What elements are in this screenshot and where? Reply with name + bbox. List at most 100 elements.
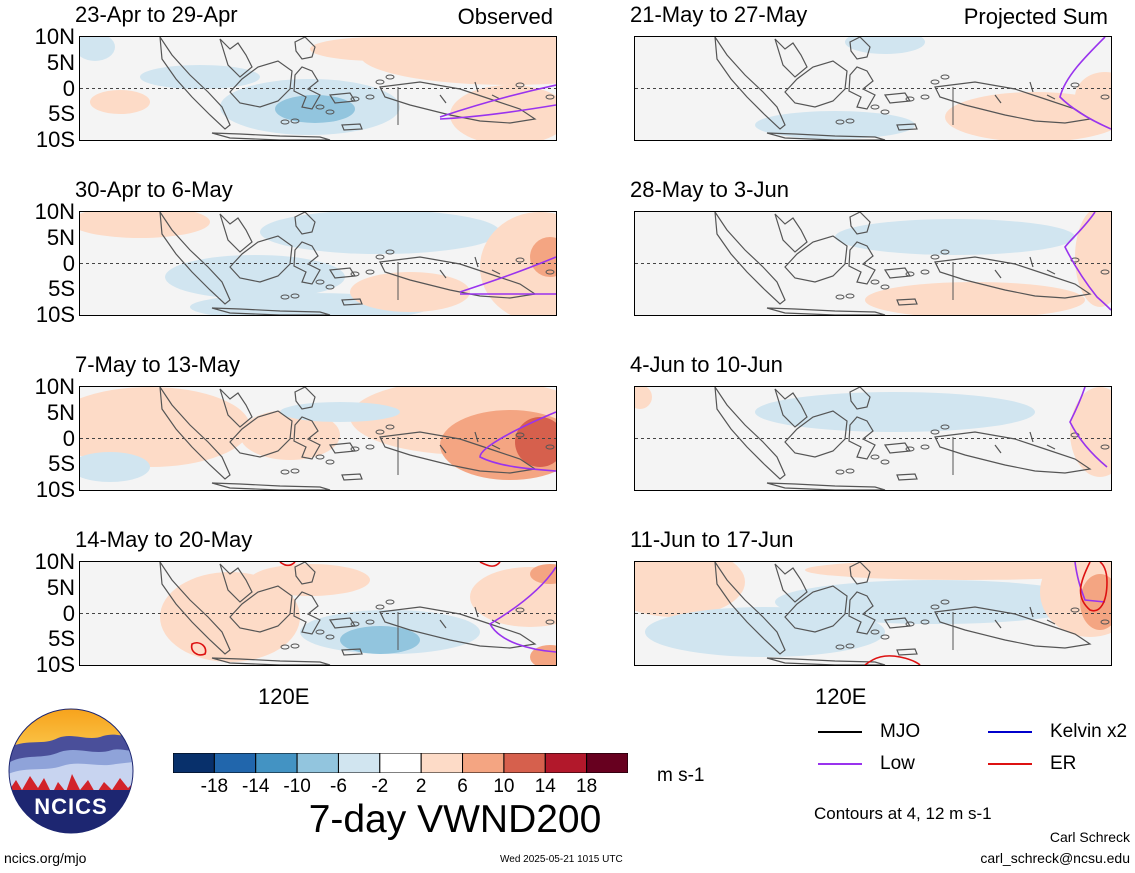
island-outline <box>905 96 915 102</box>
coastline <box>848 591 876 635</box>
colorbar-tick-label: 2 <box>415 776 427 797</box>
coastline <box>439 431 501 454</box>
coastline <box>341 298 363 306</box>
legend-label: ER <box>1050 753 1077 774</box>
colorbar-tick-label: 14 <box>534 776 556 797</box>
colorbar-swatch <box>213 752 257 774</box>
latitude-label: 5N <box>46 49 75 75</box>
panel-title: 23-Apr to 29-Apr <box>75 2 238 27</box>
coastline <box>849 387 871 410</box>
wind-anomaly-shading <box>90 90 150 114</box>
coastline <box>294 212 316 235</box>
legend-label: Kelvin x2 <box>1050 721 1128 742</box>
island-outline <box>870 279 880 285</box>
footer-url[interactable]: ncics.org/mjo <box>4 850 87 866</box>
island-outline <box>325 634 335 640</box>
island-outline <box>325 109 335 115</box>
wind-anomaly-shading <box>80 37 115 61</box>
colorbar-swatch <box>379 752 422 774</box>
filter-contour <box>1074 562 1106 603</box>
legend-line-swatch <box>988 763 1032 765</box>
x-tick-label-right: 120E <box>815 684 867 709</box>
wind-anomaly-shading <box>835 219 1075 255</box>
latitude-label: 10S <box>35 302 75 327</box>
wind-anomaly-shading <box>755 111 915 139</box>
colorbar-tick-label: -14 <box>241 776 270 797</box>
latitude-label: 10N <box>34 24 75 49</box>
coastline <box>896 648 918 656</box>
island-outline <box>280 294 290 300</box>
latitude-label: 5S <box>48 276 75 302</box>
island-outline <box>920 94 930 100</box>
island-outline <box>290 293 300 299</box>
island-outline <box>375 429 385 435</box>
map-panel <box>634 386 1112 491</box>
wind-anomaly-shading <box>755 392 1035 432</box>
coastline <box>896 123 918 131</box>
wind-anomaly-shading <box>80 387 250 467</box>
panel-title: 30-Apr to 6-May <box>75 177 233 202</box>
wind-anomaly-shading <box>340 626 420 654</box>
coastline <box>294 562 316 585</box>
colorbar-swatch <box>296 752 339 774</box>
latitude-label: 5S <box>48 101 75 127</box>
island-outline <box>545 444 555 450</box>
footer-email[interactable]: carl_schreck@ncsu.edu <box>980 850 1130 866</box>
panel-title: 14-May to 20-May <box>75 527 253 552</box>
wind-anomaly-shading <box>350 272 470 312</box>
island-outline <box>940 249 950 255</box>
island-outline <box>545 94 555 100</box>
coastline <box>849 37 871 60</box>
coastline <box>229 410 293 458</box>
colorbar-swatch <box>255 752 298 774</box>
coastline <box>219 388 253 428</box>
island-outline <box>835 644 845 650</box>
island-outline <box>920 444 930 450</box>
island-outline <box>515 607 525 613</box>
filter-contour <box>488 566 556 653</box>
coastline <box>994 606 1056 629</box>
coastline <box>229 235 293 283</box>
wind-anomaly-shading <box>805 562 1111 580</box>
coastline <box>994 256 1056 279</box>
colorbar-tick-label: 6 <box>457 776 468 797</box>
coastline <box>293 241 321 285</box>
coastline <box>294 387 316 410</box>
panel-title: 7-May to 13-May <box>75 352 241 377</box>
island-outline <box>375 79 385 85</box>
coastline <box>774 213 808 253</box>
colorbar-tick-label: -10 <box>283 776 311 797</box>
wind-anomaly-shading <box>530 237 556 277</box>
filter-contour <box>479 411 556 472</box>
filter-contour <box>1069 387 1108 468</box>
coastline <box>766 307 886 315</box>
map-panel <box>79 386 557 491</box>
latitude-label: 10S <box>35 127 75 152</box>
island-outline <box>880 634 890 640</box>
latitude-label: 0 <box>62 75 75 101</box>
legend-label: MJO <box>880 721 921 742</box>
map-panel <box>634 211 1112 316</box>
island-outline <box>350 446 360 452</box>
island-outline <box>325 459 335 465</box>
coastline <box>229 585 293 633</box>
latitude-label: 10N <box>34 549 75 574</box>
coastline <box>211 132 331 140</box>
latitude-label: 10S <box>35 477 75 502</box>
latitude-label: 5N <box>46 399 75 425</box>
filter-contour <box>439 84 556 118</box>
coastline <box>848 416 876 460</box>
map-panel-svg <box>635 387 1111 490</box>
island-outline <box>835 119 845 125</box>
island-outline <box>1100 94 1110 100</box>
latitude-label: 10N <box>34 374 75 399</box>
coastline <box>341 648 363 656</box>
island-outline <box>940 424 950 430</box>
wind-anomaly-shading <box>865 282 1085 315</box>
colorbar <box>172 752 629 774</box>
island-outline <box>1100 619 1110 625</box>
filter-contour <box>864 655 921 665</box>
coastline <box>439 606 501 629</box>
filter-contour <box>1079 562 1108 612</box>
wind-anomaly-shading <box>260 212 500 254</box>
